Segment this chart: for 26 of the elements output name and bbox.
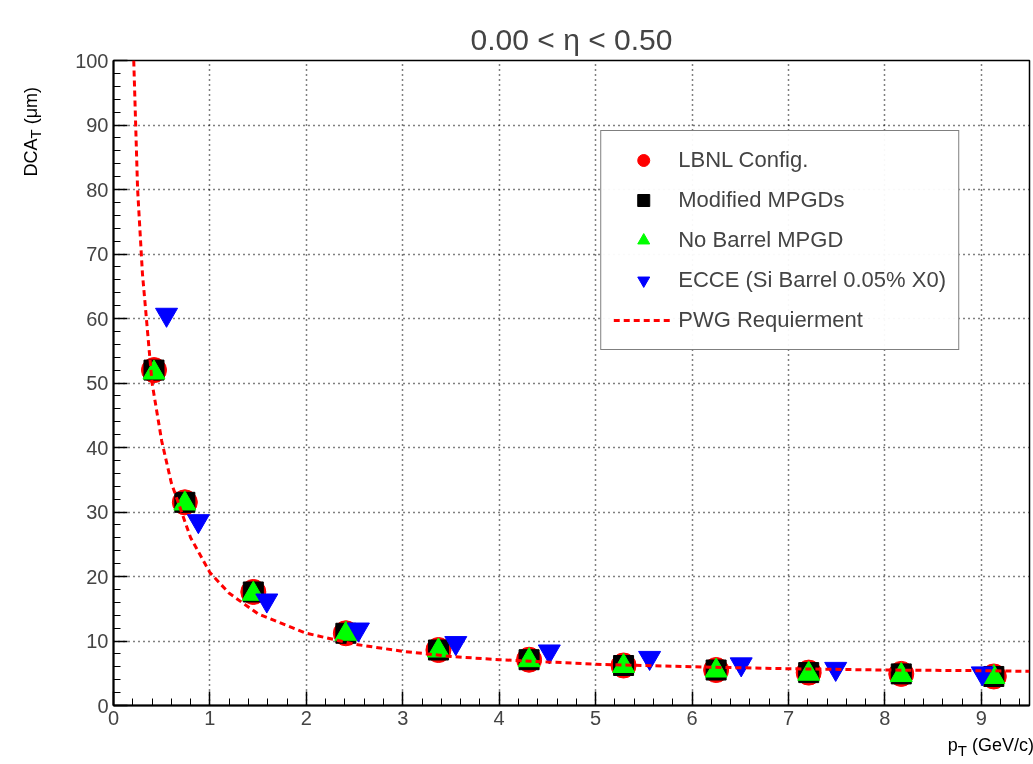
y-tick-label: 40 (86, 436, 109, 459)
y-tick-label: 80 (86, 178, 109, 201)
x-tick-label: 3 (397, 706, 409, 729)
legend-label: Modified MPGDs (678, 186, 845, 214)
y-tick-label: 20 (86, 565, 109, 588)
y-tick-label: 90 (86, 114, 109, 136)
y-tick-label: 70 (86, 243, 109, 265)
x-tick-label: 2 (300, 706, 312, 729)
legend-label: ECCE (Si Barrel 0.05% X0) (678, 266, 946, 294)
y-tick-label: 60 (86, 307, 109, 330)
x-axis-title: p$_{T}$ (GeV/c) (947, 734, 1033, 761)
x-tick-label: 1 (204, 706, 216, 729)
y-tick-label: 50 (86, 372, 109, 394)
x-tick-label: 7 (782, 706, 795, 729)
legend-label: LBNL Config. (678, 146, 809, 174)
y-tick-label: 30 (86, 501, 109, 523)
legend-label: PWG Requierment (678, 306, 863, 334)
y-tick-label: 10 (86, 630, 109, 652)
x-tick-label: 6 (686, 706, 698, 729)
x-tick-label: 9 (975, 706, 987, 729)
chart-title: 0.00 < η < 0.50 (470, 22, 673, 56)
legend-label: No Barrel MPGD (678, 226, 844, 254)
x-tick-label: 5 (590, 706, 602, 729)
y-tick-label: 100 (75, 49, 109, 72)
x-tick-label: 8 (879, 706, 891, 729)
x-tick-label: 4 (493, 706, 505, 729)
